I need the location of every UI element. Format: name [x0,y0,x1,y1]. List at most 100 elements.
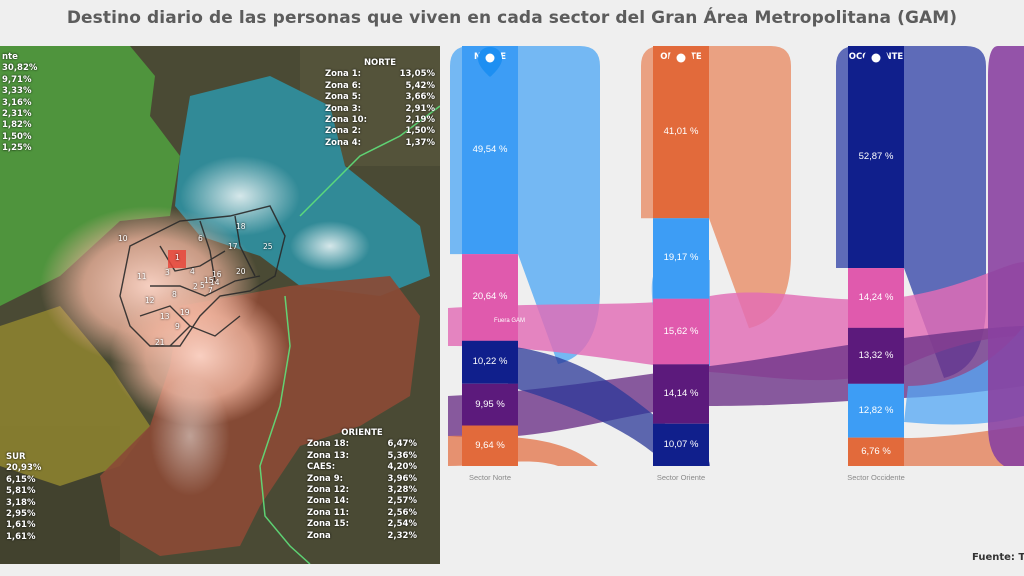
segment-value: 6,76 % [861,445,891,457]
zone-number: 20 [236,267,246,276]
zone-number: 18 [236,222,246,231]
legend-row-value: 13,05% [399,69,435,80]
legend-sur: SUR 20,93% 6,15% 5,81% 3,18% 2,95% 1,61% 1,61% [6,452,58,543]
sankey-segment [653,364,709,424]
segment-value: 13,32 % [858,349,894,361]
column-footer: Sector Oriente [656,473,706,482]
sankey-segment [848,268,904,328]
zone-number: 19 [180,308,190,317]
segment-value: 10,22 % [472,356,508,368]
zone-number: 1 [175,253,180,262]
legend-row: CAES: 4,20% [307,462,417,473]
zone-number: 21 [155,338,165,347]
segment-value: 15,62 % [663,325,699,337]
legend-row: Zona 11: 2,56% [307,508,417,519]
sankey-segment [462,383,518,426]
sankey-diagram: NORTEORIENTEOCCIDENTE 49,54 %20,64 %10,2… [448,46,1024,576]
legend-value: 3,33% [2,86,32,97]
column-footer: Sector Occidente [847,473,905,482]
column-footer: Sector Norte [468,473,512,482]
legend-row-label: Zona 4: [325,137,362,148]
legend-row-value: 5,36% [387,450,418,461]
legend-row: Zona 14: 2,57% [307,496,417,507]
legend-row: Zona 13: 5,36% [307,451,417,462]
legend-row-value: 3,66% [405,92,436,103]
zone-number: 15 [204,276,214,285]
legend-west: nte 30,82% 9,71% 3,33% 3,16% 2,31% 1,82% 1,50%… [2,52,54,155]
legend-row-label: Zona 5: [325,92,362,103]
zone-number: 8 [172,290,177,299]
sankey-segment [848,327,904,384]
legend-row-label: CAES: [307,462,336,473]
legend-row-value: 3,28% [387,485,418,496]
legend-row: Zona 4: 1,37% [325,138,435,149]
legend-row-value: 3,96% [387,473,418,484]
region-west [0,46,180,306]
page-title: Destino diario de las personas que viven… [66,8,958,28]
legend-row-label: Zona 14: [307,496,349,507]
legend-row-value: 2,54% [387,519,418,530]
segment-value: 9,95 % [475,398,505,410]
zone-number: 7 [208,286,213,295]
legend-value: 5,81% [6,486,36,497]
legend-row: Zona 10: 2,19% [325,115,435,126]
sankey-segment [462,340,518,384]
zone-number: 14 [210,278,220,287]
gam-map: 10 1 2 3 4 5 6 7 8 9 11 12 13 14 15 16 17 18 19 20 21 25 nte … [0,46,440,564]
sankey-segment [848,46,904,269]
legend-row: Zona 2,32% [307,531,417,542]
legend-oriente-heading: ORIENTE [341,428,383,438]
legend-row: Zona 6: 5,42% [325,81,435,92]
zone-number: 9 [175,322,180,331]
legend-value: 3,18% [6,497,36,508]
legend-row-label: Zona 3: [325,103,362,114]
segment-value: 10,07 % [663,438,699,450]
legend-row: Zona 12: 3,28% [307,485,417,496]
segment-value: 19,17 % [663,252,699,264]
legend-value: 1,61% [6,520,36,531]
segment-value: 14,14 % [663,388,699,400]
legend-row-value: 5,42% [405,80,436,91]
legend-row-value: 6,47% [387,439,418,450]
legend-row-label: Zona 12: [307,485,349,496]
legend-row: Zona 5: 3,66% [325,92,435,103]
zone-number: 11 [137,272,147,281]
legend-value: 1,25% [2,143,32,154]
legend-row-label: Zona 6: [325,80,362,91]
zone-number: 25 [263,242,273,251]
region-sur [0,306,150,486]
sankey-segment [462,46,518,255]
legend-row-value: 1,50% [405,126,436,137]
legend-value: 1,82% [2,120,32,131]
segment-value: 20,64 % [472,291,508,303]
legend-row-value: 2,91% [405,103,436,114]
sankey-segment [653,298,709,365]
source-note: Fuente: T [972,552,1024,563]
map-graphic [0,46,440,564]
legend-row-value: 1,37% [405,137,436,148]
segment-value: 52,87 % [858,151,894,163]
sankey-segment [848,437,904,466]
legend-value: 20,93% [6,463,42,474]
segment-value: 14,24 % [858,291,894,303]
legend-oriente: ORIENTE Zona 18: 6,47% Zona 13: 5,36% CAES: 4… [307,428,417,542]
segment-value: 49,54 % [472,144,508,156]
sankey-graphic [448,46,1024,466]
zone-number: 4 [190,267,195,276]
legend-west-heading: nte [2,52,18,62]
legend-row-value: 2,56% [387,507,418,518]
legend-row-label: Zona 11: [307,507,349,518]
zone-number: 5 [200,281,205,290]
sankey-segment [848,383,904,438]
legend-row: Zona 3: 2,91% [325,104,435,115]
fuera-gam-note: Fuera GAM [494,318,526,324]
sankey-segment [653,423,709,466]
zone-number: 13 [160,312,170,321]
zone-boundaries [119,205,286,347]
sankey-segment [653,218,709,299]
legend-row-label: Zona 9: [307,473,344,484]
legend-row: Zona 15: 2,54% [307,519,417,530]
legend-row-value: 4,20% [387,462,418,473]
legend-row-label: Zona 18: [307,439,349,450]
legend-row: Zona 9: 3,96% [307,474,417,485]
